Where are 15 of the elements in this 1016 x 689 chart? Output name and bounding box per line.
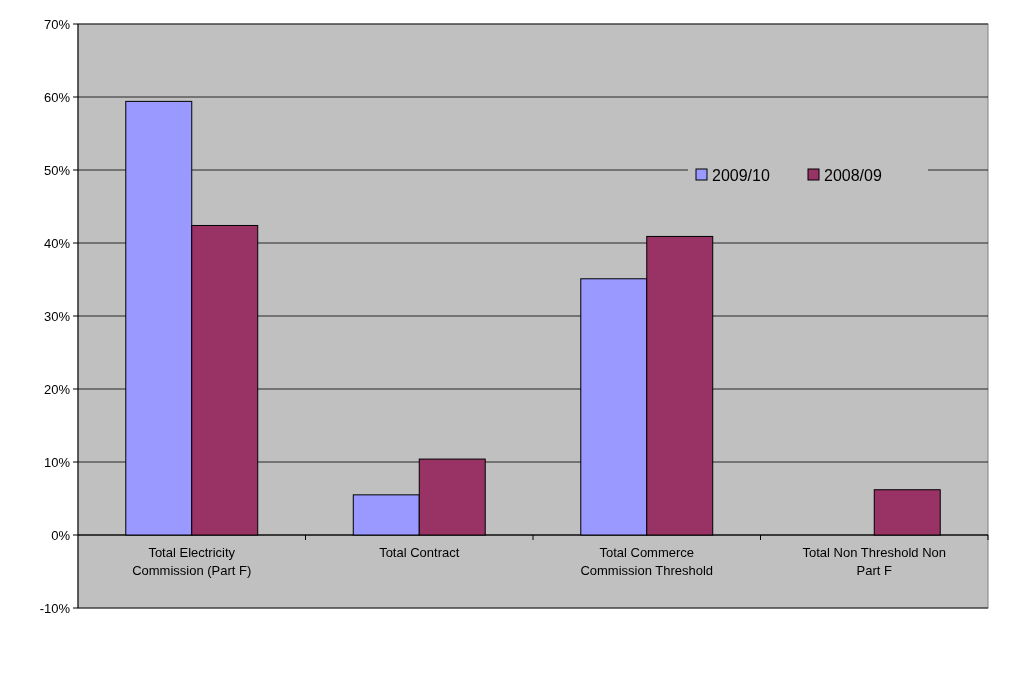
y-tick-label: 10% [43,454,71,470]
y-tick-label: 40% [43,235,71,251]
y-tick-label: 30% [43,308,71,324]
legend-label: 2008/09 [824,166,882,184]
y-tick-label: 60% [43,89,71,105]
y-tick-label: -10% [39,600,71,616]
y-tick-label: 0% [51,527,71,543]
x-tick-label: Total Commerce Commission Threshold [580,545,714,578]
y-tick-label: 50% [43,162,71,178]
y-tick-label: 20% [43,381,71,397]
x-tick-label: Total Contract [379,545,460,560]
legend-label: 2009/10 [712,166,770,184]
y-tick-label: 70% [43,16,71,32]
x-tick-label: Total Non Threshold Non Part F [802,545,947,578]
x-tick-label: Total Electricity Commission (Part F) [132,545,252,578]
